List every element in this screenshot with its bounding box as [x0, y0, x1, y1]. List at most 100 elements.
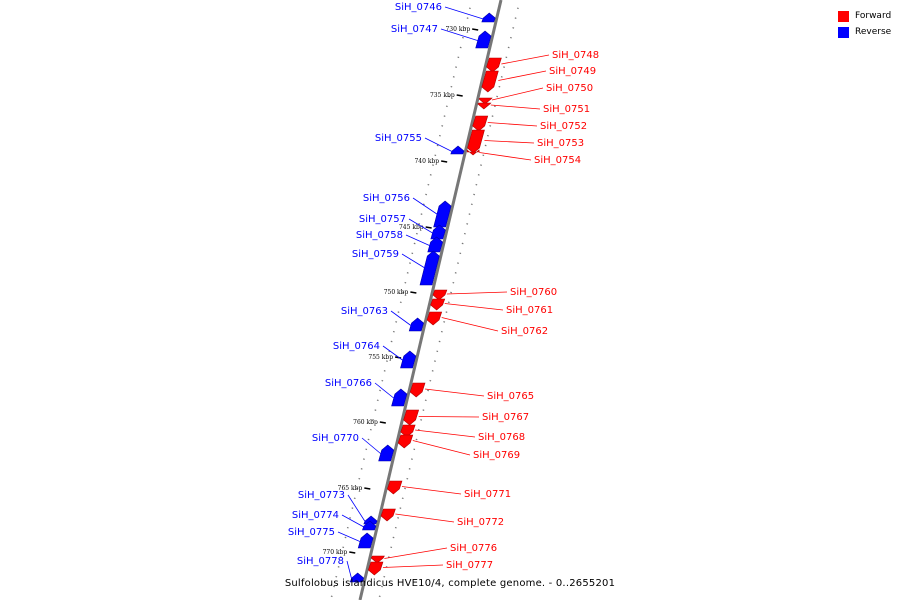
gene-label[interactable]: SiH_0769 [473, 450, 520, 461]
gene-label[interactable]: SiH_0762 [501, 326, 548, 337]
gene-sih-0753[interactable]: SiH_0753 [467, 129, 585, 154]
gene-sih-0752[interactable]: SiH_0752 [472, 115, 587, 132]
gene-label[interactable]: SiH_0761 [506, 305, 553, 316]
gene-sih-0755[interactable]: SiH_0755 [375, 133, 465, 155]
gene-sih-0768[interactable]: SiH_0768 [400, 424, 525, 443]
gene-label[interactable]: SiH_0770 [312, 433, 359, 444]
gene-sih-0766[interactable]: SiH_0766 [325, 378, 408, 407]
gene-arrow[interactable] [481, 12, 496, 23]
gene-arrow[interactable] [362, 520, 377, 531]
gene-arrow[interactable] [477, 102, 492, 110]
gene-label[interactable]: SiH_0773 [298, 490, 345, 501]
gene-arrow[interactable] [472, 115, 489, 132]
gene-sih-0763[interactable]: SiH_0763 [341, 306, 424, 332]
gene-sih-0746[interactable]: SiH_0746 [395, 2, 496, 23]
gene-arrow[interactable] [467, 129, 485, 154]
tick-minor [356, 487, 358, 490]
label-connector [490, 104, 541, 110]
gene-sih-0770[interactable]: SiH_0770 [312, 433, 395, 462]
gene-label[interactable]: SiH_0747 [391, 24, 438, 35]
gene-sih-0750[interactable]: SiH_0750 [478, 83, 593, 105]
gene-arrow[interactable] [481, 70, 499, 93]
gene-arrow[interactable] [403, 409, 420, 426]
gene-label[interactable]: SiH_0756 [363, 193, 410, 204]
gene-label[interactable]: SiH_0774 [292, 510, 339, 521]
gene-arrow[interactable] [349, 572, 364, 583]
gene-arrow[interactable] [357, 532, 374, 549]
gene-label[interactable]: SiH_0778 [297, 556, 344, 567]
gene-arrow[interactable] [370, 555, 385, 564]
gene-label[interactable]: SiH_0777 [446, 560, 493, 571]
gene-sih-0769[interactable]: SiH_0769 [397, 434, 520, 461]
gene-arrow[interactable] [486, 57, 502, 73]
gene-arrow[interactable] [432, 289, 448, 301]
gene-label[interactable]: SiH_0753 [537, 138, 584, 149]
gene-label[interactable]: SiH_0749 [549, 66, 596, 77]
gene-label[interactable]: SiH_0760 [510, 287, 557, 298]
gene-arrow[interactable] [430, 298, 446, 311]
gene-label[interactable]: SiH_0748 [552, 50, 599, 61]
gene-arrow[interactable] [408, 317, 424, 332]
gene-sih-0760[interactable]: SiH_0760 [432, 287, 557, 301]
gene-label[interactable]: SiH_0776 [450, 543, 497, 554]
gene-label[interactable]: SiH_0765 [487, 391, 534, 402]
gene-sih-0772[interactable]: SiH_0772 [380, 508, 504, 528]
gene-sih-0759[interactable]: SiH_0759 [352, 249, 440, 286]
gene-sih-0757[interactable]: SiH_0757 [359, 214, 446, 240]
gene-label[interactable]: SiH_0752 [540, 121, 587, 132]
gene-label[interactable]: SiH_0750 [546, 83, 593, 94]
tick-minor [422, 409, 425, 411]
label-connector [382, 564, 444, 568]
gene-sih-0751[interactable]: SiH_0751 [477, 102, 590, 115]
gene-label[interactable]: SiH_0775 [288, 527, 335, 538]
label-connector [384, 547, 448, 559]
gene-label[interactable]: SiH_0766 [325, 378, 372, 389]
gene-label[interactable]: SiH_0755 [375, 133, 422, 144]
gene-label[interactable]: SiH_0759 [352, 249, 399, 260]
gene-arrow[interactable] [387, 480, 403, 495]
gene-arrow[interactable] [426, 311, 443, 326]
gene-arrow[interactable] [380, 508, 396, 522]
gene-sih-0767[interactable]: SiH_0767 [403, 409, 530, 426]
gene-label[interactable]: SiH_0772 [457, 517, 504, 528]
gene-sih-0762[interactable]: SiH_0762 [426, 311, 548, 337]
tick-minor [402, 291, 405, 294]
gene-sih-0778[interactable]: SiH_0778 [297, 556, 364, 583]
gene-label[interactable]: SiH_0751 [543, 104, 590, 115]
gene-sih-0748[interactable]: SiH_0748 [486, 50, 600, 73]
gene-sih-0761[interactable]: SiH_0761 [430, 298, 553, 316]
gene-arrow[interactable] [378, 444, 395, 462]
gene-label[interactable]: SiH_0746 [395, 2, 442, 13]
tick-minor [390, 546, 393, 549]
gene-label[interactable]: SiH_0768 [478, 432, 525, 443]
gene-arrow[interactable] [391, 388, 408, 407]
gene-label[interactable]: SiH_0758 [356, 230, 403, 241]
gene-sih-0774[interactable]: SiH_0774 [292, 510, 377, 531]
gene-arrow[interactable] [478, 97, 493, 105]
gene-sih-0764[interactable]: SiH_0764 [333, 341, 417, 369]
gene-label[interactable]: SiH_0771 [464, 489, 511, 500]
gene-sih-0771[interactable]: SiH_0771 [387, 480, 511, 500]
label-connector [401, 253, 428, 270]
gene-sih-0754[interactable]: SiH_0754 [466, 149, 581, 166]
gene-sih-0776[interactable]: SiH_0776 [370, 543, 497, 564]
gene-label[interactable]: SiH_0757 [359, 214, 406, 225]
gene-arrow[interactable] [419, 250, 440, 286]
gene-sih-0765[interactable]: SiH_0765 [409, 382, 534, 402]
gene-sih-0747[interactable]: SiH_0747 [391, 24, 492, 49]
gene-sih-0777[interactable]: SiH_0777 [367, 560, 493, 576]
gene-arrow[interactable] [466, 149, 480, 156]
gene-arrow[interactable] [400, 424, 416, 438]
gene-arrow[interactable] [400, 350, 417, 369]
gene-label[interactable]: SiH_0763 [341, 306, 388, 317]
gene-label[interactable]: SiH_0764 [333, 341, 380, 352]
gene-arrow[interactable] [409, 382, 426, 398]
gene-label[interactable]: SiH_0754 [534, 155, 581, 166]
gene-arrow[interactable] [475, 30, 492, 49]
gene-sih-0775[interactable]: SiH_0775 [288, 527, 374, 549]
gene-arrow[interactable] [450, 145, 465, 155]
gene-label[interactable]: SiH_0767 [482, 412, 529, 423]
gene-sih-0749[interactable]: SiH_0749 [481, 66, 596, 93]
gene-arrow[interactable] [367, 561, 384, 576]
gene-arrow[interactable] [397, 434, 414, 449]
